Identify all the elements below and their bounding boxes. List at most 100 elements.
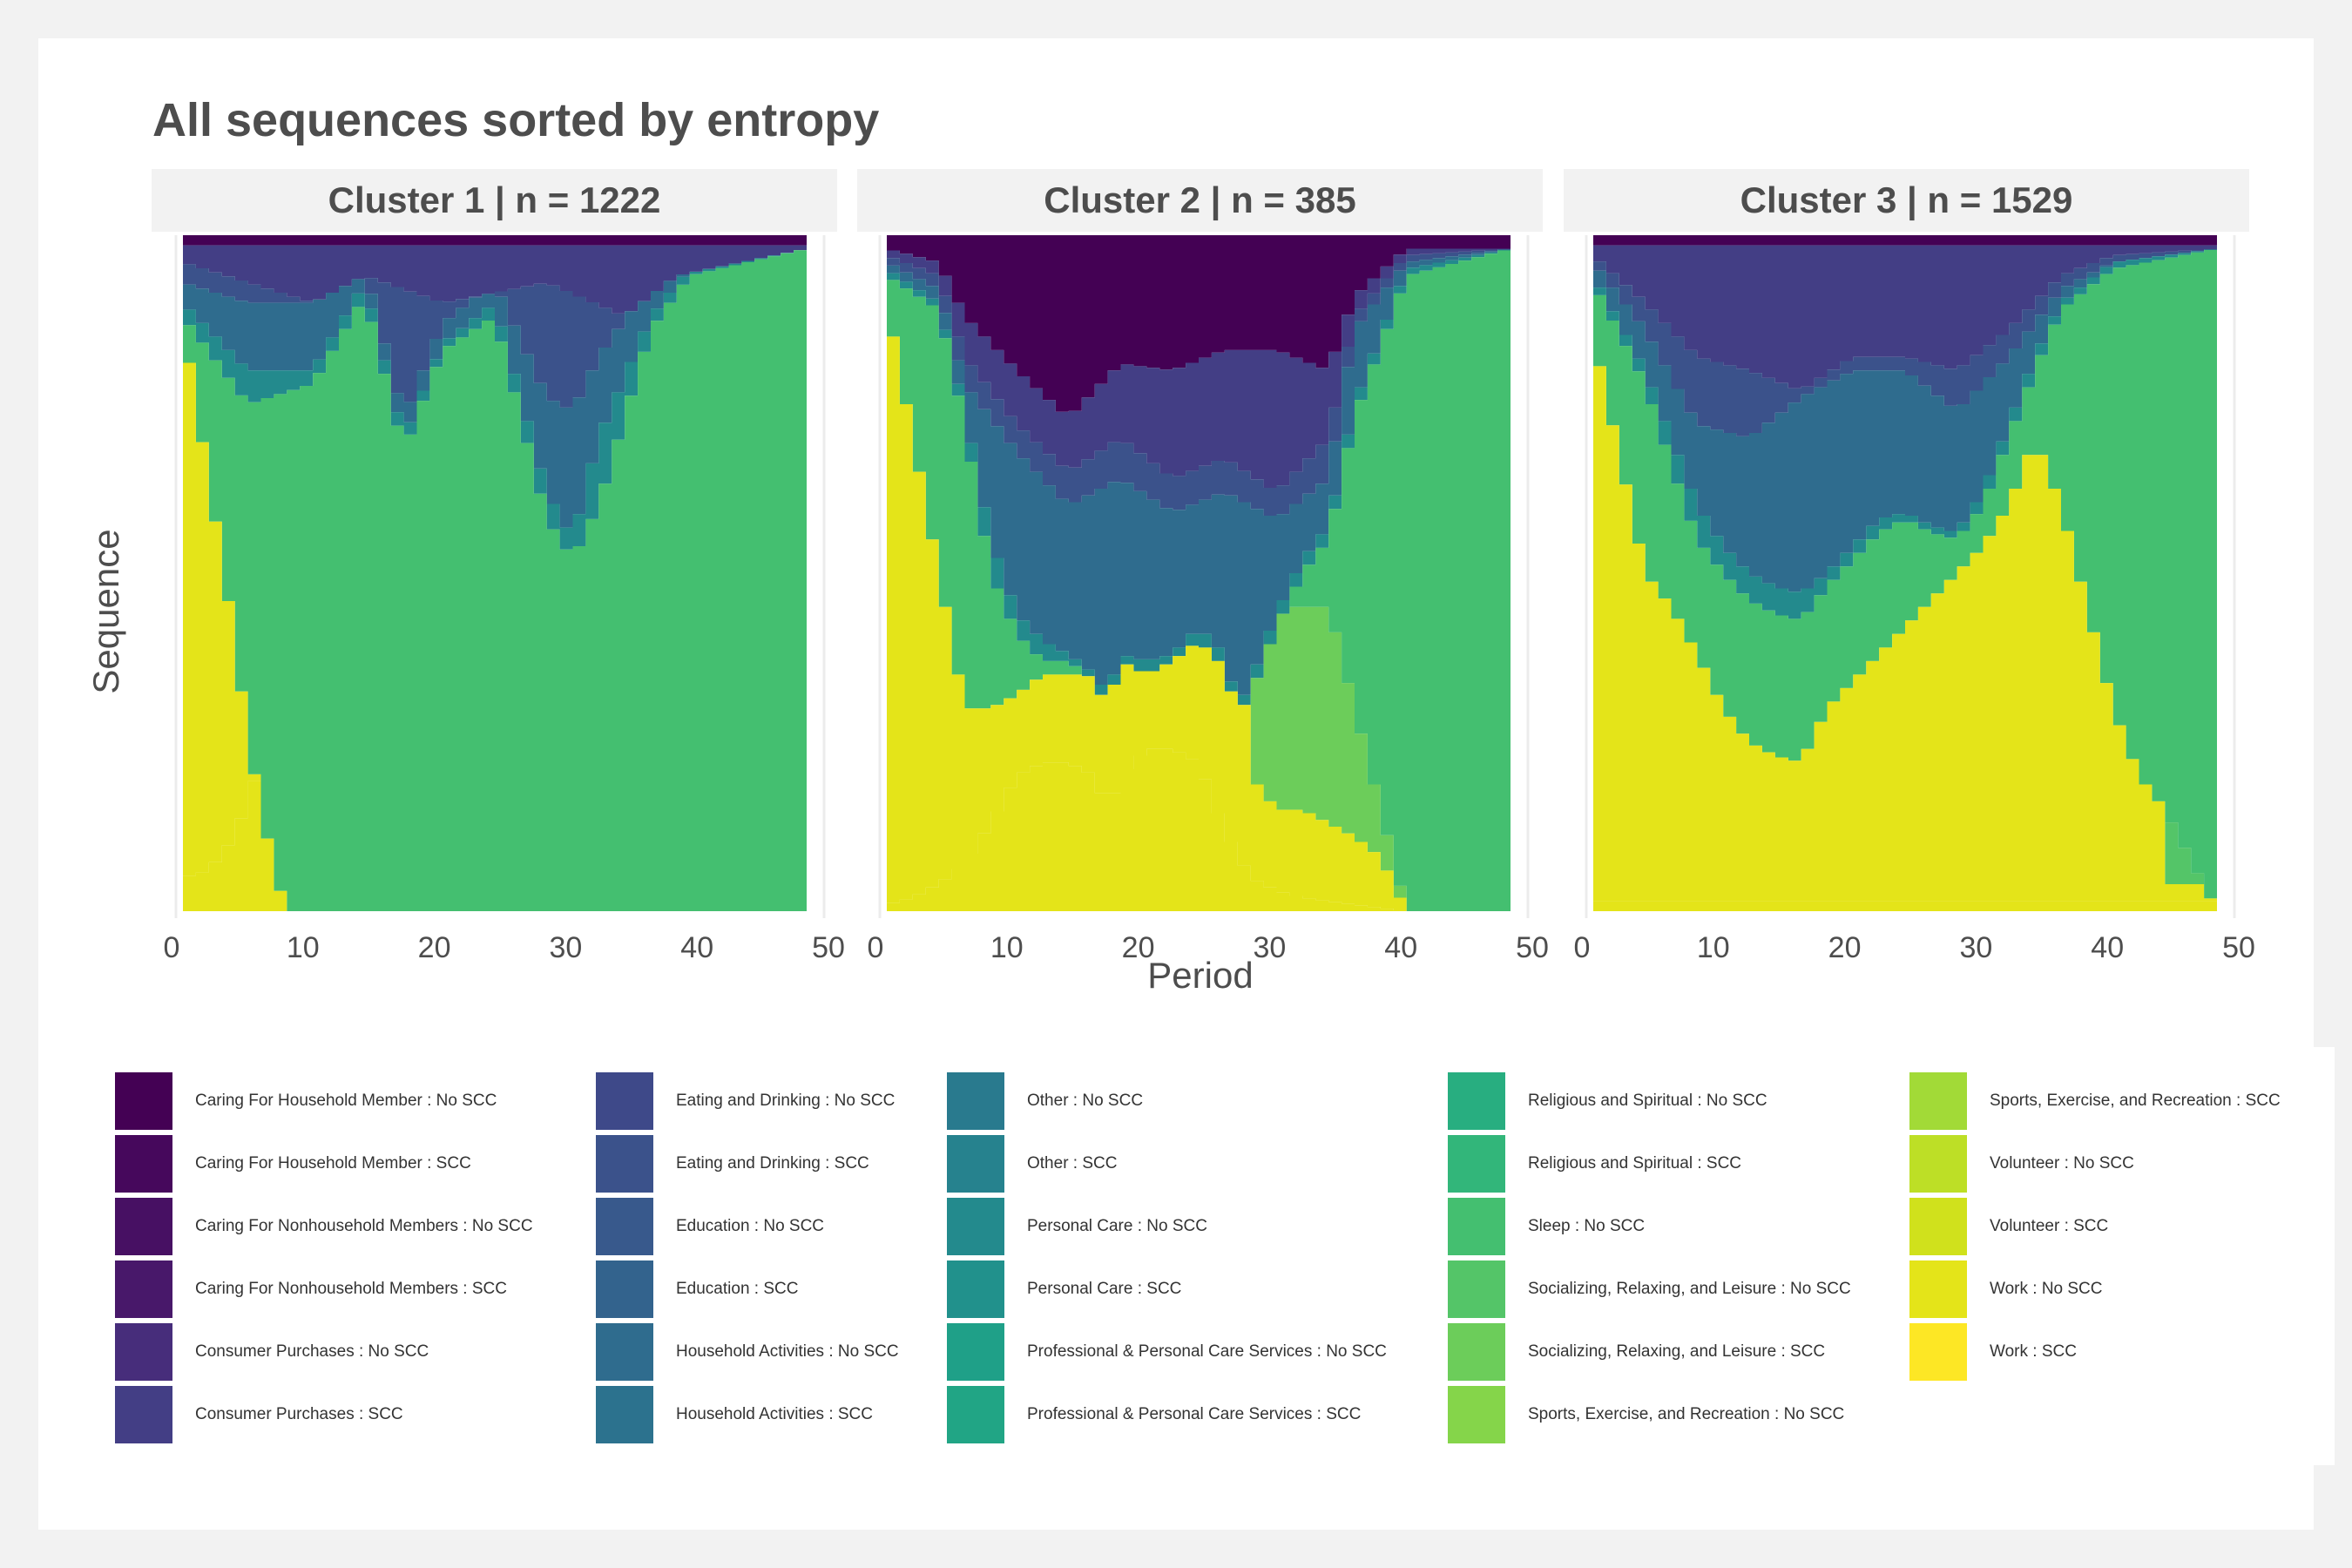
legend-item: Work : No SCC <box>1909 1258 2281 1321</box>
legend-swatch <box>115 1323 172 1381</box>
facet-panel-1: Cluster 1 | n = 1222 0 10 20 30 40 50 <box>152 169 845 964</box>
legend-swatch <box>596 1386 653 1443</box>
legend-label: Caring For Nonhousehold Members : SCC <box>195 1280 507 1298</box>
band-household-activities-no-scc <box>887 249 1511 695</box>
x-tick-label: 10 <box>287 931 320 964</box>
legend-label: Sports, Exercise, and Recreation : SCC <box>1990 1092 2281 1110</box>
legend-item: Work : SCC <box>1909 1321 2281 1383</box>
legend-column: Caring For Household Member : No SCC Cari… <box>115 1070 533 1446</box>
facet-panel-3: Cluster 3 | n = 1529 0 10 20 30 40 50 <box>1564 169 2255 964</box>
legend-swatch <box>115 1198 172 1255</box>
legend-swatch <box>947 1135 1004 1193</box>
legend-swatch <box>1909 1323 1967 1381</box>
legend-label: Volunteer : SCC <box>1990 1217 2109 1235</box>
legend-item: Socializing, Relaxing, and Leisure : SCC <box>1448 1321 1851 1383</box>
legend-swatch <box>1909 1135 1967 1193</box>
x-tick-label: 10 <box>1697 931 1730 964</box>
legend-label: Household Activities : SCC <box>676 1405 873 1423</box>
legend-label: Volunteer : No SCC <box>1990 1154 2134 1173</box>
legend-item: Caring For Nonhousehold Members : No SCC <box>115 1195 533 1258</box>
legend-item: Personal Care : No SCC <box>947 1195 1387 1258</box>
band-work-no-scc-base <box>183 781 807 911</box>
legend-swatch <box>596 1323 653 1381</box>
legend-item: Socializing, Relaxing, and Leisure : No … <box>1448 1258 1851 1321</box>
legend-label: Religious and Spiritual : SCC <box>1528 1154 1742 1173</box>
legend-label: Education : SCC <box>676 1280 799 1298</box>
legend-item: Sleep : No SCC <box>1448 1195 1851 1258</box>
legend-swatch <box>596 1260 653 1318</box>
legend-swatch <box>1909 1198 1967 1255</box>
legend-item: Eating and Drinking : No SCC <box>596 1070 899 1132</box>
legend-swatch <box>947 1072 1004 1130</box>
legend-item: Volunteer : No SCC <box>1909 1132 2281 1195</box>
band-household-activities-no-scc <box>1593 249 2217 592</box>
band-consumer-purchases-scc <box>887 248 1511 488</box>
legend-item: Education : SCC <box>596 1258 899 1321</box>
x-tick-label: 20 <box>1122 931 1155 964</box>
legend-item: Caring For Nonhousehold Members : SCC <box>115 1258 533 1321</box>
x-axis-label: Period <box>1147 955 1253 996</box>
legend-item: Volunteer : SCC <box>1909 1195 2281 1258</box>
legend-label: Eating and Drinking : No SCC <box>676 1092 896 1110</box>
legend-item: Professional & Personal Care Services : … <box>947 1383 1387 1446</box>
legend-item: Sports, Exercise, and Recreation : SCC <box>1909 1070 2281 1132</box>
legend-item: Caring For Household Member : SCC <box>115 1132 533 1195</box>
band-eating-and-drinking-scc <box>887 249 1511 516</box>
legend-item: Other : No SCC <box>947 1070 1387 1132</box>
legend-column: Sports, Exercise, and Recreation : SCC Vo… <box>1909 1070 2281 1383</box>
legend-label: Household Activities : No SCC <box>676 1342 899 1361</box>
legend-label: Consumer Purchases : SCC <box>195 1405 403 1423</box>
legend-item: Education : No SCC <box>596 1195 899 1258</box>
legend-label: Work : No SCC <box>1990 1280 2103 1298</box>
legend-column: Other : No SCC Other : SCC Personal Care :… <box>947 1070 1387 1446</box>
legend-swatch <box>1448 1386 1505 1443</box>
legend-swatch <box>596 1135 653 1193</box>
legend-label: Consumer Purchases : No SCC <box>195 1342 429 1361</box>
band-socializing-relaxing-and-leisure-scc <box>887 336 1511 911</box>
legend-label: Caring For Nonhousehold Members : No SCC <box>195 1217 533 1235</box>
legend-swatch <box>1448 1198 1505 1255</box>
legend-swatch <box>596 1198 653 1255</box>
facet-panel-2: Cluster 2 | n = 385 0 10 20 30 40 50 <box>857 169 1549 964</box>
legend-label: Professional & Personal Care Services : … <box>1027 1405 1362 1423</box>
legend-item: Religious and Spiritual : SCC <box>1448 1132 1851 1195</box>
legend-swatch <box>947 1198 1004 1255</box>
facet-label: Cluster 1 | n = 1222 <box>328 179 661 221</box>
legend-item: Household Activities : No SCC <box>596 1321 899 1383</box>
x-tick-label: 30 <box>549 931 582 964</box>
x-tick-label: 30 <box>1959 931 1992 964</box>
legend-swatch <box>1448 1135 1505 1193</box>
legend-item: Caring For Household Member : No SCC <box>115 1070 533 1132</box>
facet-label: Cluster 2 | n = 385 <box>1044 179 1355 221</box>
legend-swatch <box>947 1386 1004 1443</box>
x-tick-label: 0 <box>164 931 180 964</box>
legend-label: Work : SCC <box>1990 1342 2077 1361</box>
legend-label: Socializing, Relaxing, and Leisure : SCC <box>1528 1342 1826 1361</box>
legend-swatch <box>115 1386 172 1443</box>
band-work-no-scc-base <box>1593 901 2217 911</box>
legend-label: Sports, Exercise, and Recreation : No SC… <box>1528 1405 1845 1423</box>
legend-label: Eating and Drinking : SCC <box>676 1154 869 1173</box>
legend-label: Other : SCC <box>1027 1154 1118 1173</box>
facet-strip <box>857 169 1543 232</box>
x-tick-label: 20 <box>418 931 451 964</box>
legend-item: Religious and Spiritual : No SCC <box>1448 1070 1851 1132</box>
legend-label: Personal Care : No SCC <box>1027 1217 1207 1235</box>
legend-swatch <box>596 1072 653 1130</box>
legend-item: Personal Care : SCC <box>947 1258 1387 1321</box>
facet-strip <box>152 169 837 232</box>
band-personal-care-no-scc <box>183 250 807 550</box>
x-tick-label: 0 <box>1574 931 1591 964</box>
chart-title: All sequences sorted by entropy <box>152 94 879 146</box>
band-caring-for-household-member-no-scc <box>887 235 1511 412</box>
x-tick-label: 30 <box>1253 931 1286 964</box>
legend-item: Consumer Purchases : SCC <box>115 1383 533 1446</box>
x-tick-label: 40 <box>1384 931 1417 964</box>
x-tick-label: 50 <box>2222 931 2255 964</box>
legend-item: Other : SCC <box>947 1132 1387 1195</box>
legend-swatch <box>1909 1072 1967 1130</box>
legend-label: Professional & Personal Care Services : … <box>1027 1342 1387 1361</box>
legend-label: Sleep : No SCC <box>1528 1217 1646 1235</box>
legend-label: Other : No SCC <box>1027 1092 1144 1110</box>
legend-swatch <box>115 1072 172 1130</box>
